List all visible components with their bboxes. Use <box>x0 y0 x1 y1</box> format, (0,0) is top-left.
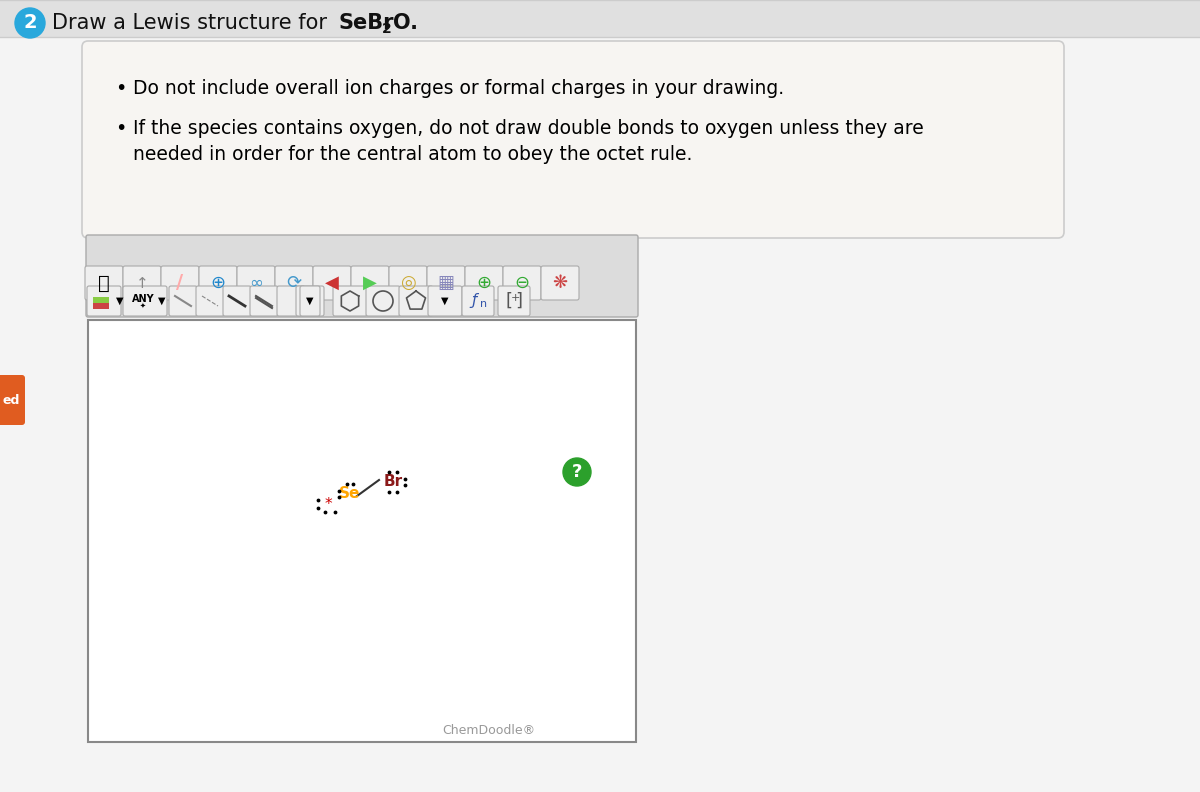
FancyBboxPatch shape <box>124 266 161 300</box>
FancyBboxPatch shape <box>313 266 352 300</box>
FancyBboxPatch shape <box>199 266 238 300</box>
FancyBboxPatch shape <box>366 286 400 316</box>
Text: ▼: ▼ <box>158 296 166 306</box>
Text: ⊕: ⊕ <box>476 274 492 292</box>
Bar <box>88 320 636 742</box>
Text: ▼: ▼ <box>442 296 449 306</box>
Text: Draw a Lewis structure for: Draw a Lewis structure for <box>52 13 334 33</box>
Text: ❋: ❋ <box>552 274 568 292</box>
FancyBboxPatch shape <box>462 286 494 316</box>
FancyBboxPatch shape <box>352 266 389 300</box>
Text: ]: ] <box>516 292 522 310</box>
FancyBboxPatch shape <box>296 286 324 316</box>
Text: O.: O. <box>394 13 418 33</box>
FancyBboxPatch shape <box>169 286 197 316</box>
Text: *: * <box>324 497 332 512</box>
FancyBboxPatch shape <box>503 266 541 300</box>
Text: Se: Se <box>340 486 361 501</box>
FancyBboxPatch shape <box>85 266 124 300</box>
Text: needed in order for the central atom to obey the octet rule.: needed in order for the central atom to … <box>133 144 692 163</box>
FancyBboxPatch shape <box>223 286 251 316</box>
Circle shape <box>14 8 46 38</box>
Text: ∞: ∞ <box>250 274 263 292</box>
Text: n: n <box>480 299 487 309</box>
FancyBboxPatch shape <box>238 266 275 300</box>
Text: ▶: ▶ <box>364 274 377 292</box>
Text: ANY: ANY <box>132 294 155 304</box>
Text: ◎: ◎ <box>400 274 416 292</box>
Bar <box>94 297 109 303</box>
Bar <box>94 297 109 309</box>
FancyBboxPatch shape <box>334 286 367 316</box>
Text: ◀: ◀ <box>325 274 338 292</box>
Text: ✋: ✋ <box>98 273 110 292</box>
Text: ▦: ▦ <box>438 274 455 292</box>
Text: 2: 2 <box>382 22 391 36</box>
Text: Do not include overall ion charges or formal charges in your drawing.: Do not include overall ion charges or fo… <box>133 79 784 98</box>
Text: ?: ? <box>572 463 582 481</box>
FancyBboxPatch shape <box>541 266 580 300</box>
Text: ↑: ↑ <box>136 276 149 291</box>
Text: ⊖: ⊖ <box>515 274 529 292</box>
FancyBboxPatch shape <box>277 286 305 316</box>
Text: ChemDoodle®: ChemDoodle® <box>442 724 535 737</box>
Text: Br: Br <box>384 474 402 489</box>
Text: ✦: ✦ <box>140 303 146 309</box>
Text: •: • <box>115 119 126 138</box>
FancyBboxPatch shape <box>466 266 503 300</box>
Text: +: + <box>510 293 520 303</box>
Text: •: • <box>115 79 126 98</box>
FancyBboxPatch shape <box>124 286 167 316</box>
FancyBboxPatch shape <box>428 286 462 316</box>
Text: ⟳: ⟳ <box>287 274 301 292</box>
FancyBboxPatch shape <box>82 41 1064 238</box>
FancyBboxPatch shape <box>196 286 224 316</box>
Text: ⊕: ⊕ <box>210 274 226 292</box>
Text: If the species contains oxygen, do not draw double bonds to oxygen unless they a: If the species contains oxygen, do not d… <box>133 119 924 138</box>
Text: 2: 2 <box>23 13 37 32</box>
Bar <box>0 0 1200 37</box>
FancyBboxPatch shape <box>88 286 121 316</box>
FancyBboxPatch shape <box>0 375 25 425</box>
FancyBboxPatch shape <box>498 286 530 316</box>
Text: [: [ <box>505 292 512 310</box>
Text: /: / <box>176 273 184 292</box>
FancyBboxPatch shape <box>300 286 320 316</box>
FancyBboxPatch shape <box>86 235 638 317</box>
Text: SeBr: SeBr <box>338 13 394 33</box>
FancyBboxPatch shape <box>161 266 199 300</box>
Text: ƒ: ƒ <box>472 294 476 309</box>
FancyBboxPatch shape <box>427 266 466 300</box>
FancyBboxPatch shape <box>398 286 433 316</box>
FancyBboxPatch shape <box>250 286 278 316</box>
Text: ▼: ▼ <box>306 296 313 306</box>
FancyBboxPatch shape <box>275 266 313 300</box>
Circle shape <box>563 458 592 486</box>
Text: ed: ed <box>2 394 19 406</box>
FancyBboxPatch shape <box>389 266 427 300</box>
Text: ▼: ▼ <box>116 296 124 306</box>
